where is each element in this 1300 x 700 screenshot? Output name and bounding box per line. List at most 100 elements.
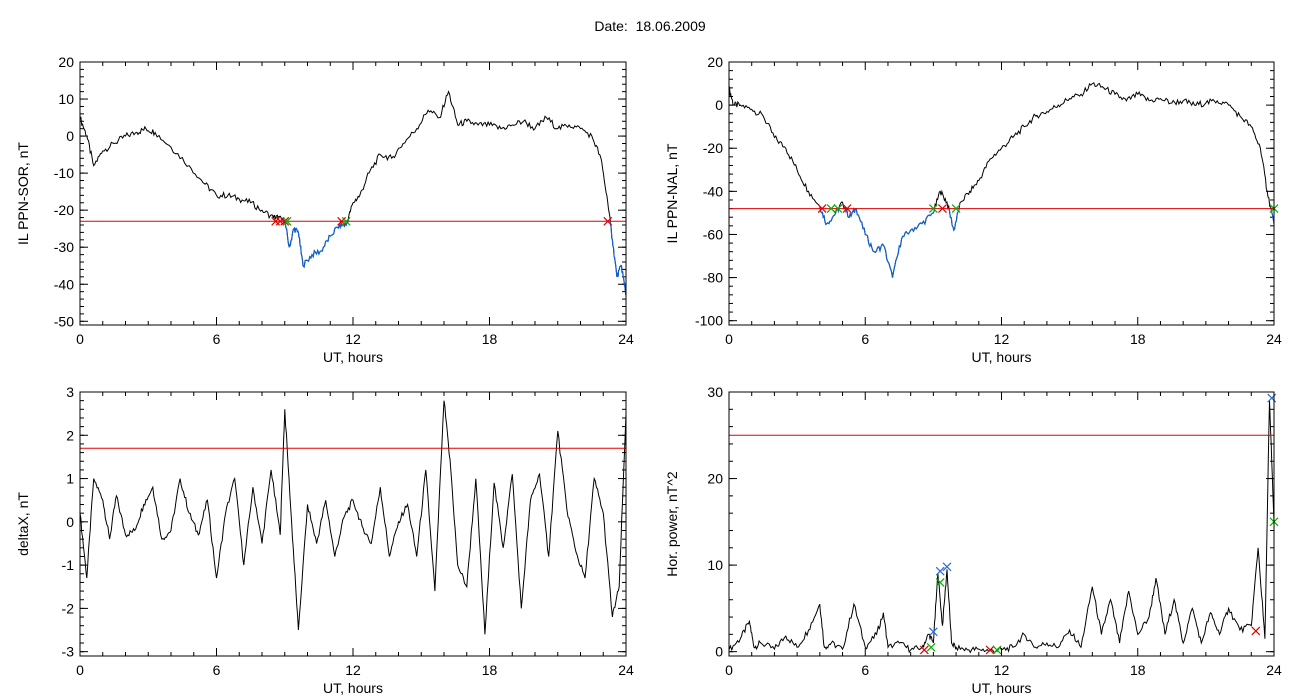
plot-frame [79, 391, 627, 657]
x-tick-label: 0 [76, 662, 84, 678]
x-tick-label: 6 [861, 331, 869, 347]
x-tick-label: 12 [994, 331, 1010, 347]
x-axis-label: UT, hours [972, 680, 1032, 696]
data-line [729, 82, 1274, 278]
cross-marker [282, 216, 292, 226]
y-tick-label: -60 [703, 226, 723, 242]
cross-marker [603, 216, 613, 226]
cross-marker-stroke [603, 216, 613, 226]
cross-marker [833, 204, 843, 214]
cross-marker-stroke [928, 627, 938, 637]
y-tick-label: -40 [54, 276, 74, 292]
y-tick-label: -30 [54, 239, 74, 255]
cross-marker [992, 645, 1002, 655]
cross-marker-stroke [826, 204, 836, 214]
x-tick-label: 12 [345, 662, 361, 678]
cross-marker [926, 642, 936, 652]
cross-marker-stroke [992, 645, 1002, 655]
cross-marker [919, 645, 929, 655]
cross-marker [1251, 626, 1261, 636]
x-tick-label: 24 [1266, 662, 1282, 678]
figure-title: Date: 18.06.2009 [0, 18, 1300, 34]
x-tick-label: 6 [213, 331, 221, 347]
cross-marker [1267, 393, 1277, 403]
y-tick-label: -1 [62, 557, 75, 573]
y-tick-label: -20 [703, 140, 723, 156]
x-tick-label: 18 [482, 331, 498, 347]
y-tick-label: 20 [707, 54, 723, 70]
cross-marker-stroke [341, 216, 351, 226]
plot-frame [728, 391, 1275, 657]
x-axis-label: UT, hours [323, 349, 383, 365]
y-tick-label: -80 [703, 270, 723, 286]
y-tick-label: 0 [715, 644, 723, 660]
cross-marker-stroke [1251, 626, 1261, 636]
x-tick-label: 24 [618, 662, 634, 678]
cross-marker-stroke [935, 578, 945, 587]
y-tick-label: 10 [707, 557, 723, 573]
cross-marker [826, 204, 836, 214]
y-tick-label: -10 [54, 165, 74, 181]
data-line [80, 90, 626, 296]
y-tick-label: -20 [54, 202, 74, 218]
y-tick-label: -3 [62, 644, 75, 660]
y-axis-label: IL PPN-SOR, nT [15, 142, 31, 245]
x-tick-label: 6 [213, 662, 221, 678]
cross-marker [985, 645, 995, 655]
cross-marker [942, 562, 952, 572]
y-tick-label: 0 [66, 128, 74, 144]
cross-marker-stroke [842, 204, 852, 214]
plot-frame [728, 61, 1275, 326]
below-threshold-line [819, 208, 1274, 278]
date-label: Date: [594, 18, 628, 34]
x-tick-label: 24 [618, 331, 634, 347]
data-line [80, 400, 626, 635]
data-line [729, 400, 1274, 654]
x-tick-label: 24 [1266, 331, 1282, 347]
y-tick-label: 20 [707, 471, 723, 487]
cross-marker-stroke [926, 642, 936, 652]
cross-marker [928, 627, 938, 637]
y-tick-label: 10 [58, 91, 74, 107]
cross-marker-stroke [938, 204, 947, 214]
cross-marker-stroke [817, 204, 827, 214]
y-axis-label: IL PPN-NAL, nT [664, 143, 680, 243]
x-tick-label: 18 [1130, 662, 1146, 678]
cross-marker [928, 204, 938, 214]
x-axis-label: UT, hours [323, 680, 383, 696]
y-axis-label: Hor. power, nT^2 [664, 471, 680, 577]
x-tick-label: 0 [76, 331, 84, 347]
cross-marker [938, 204, 947, 214]
cross-marker [935, 578, 945, 587]
cross-marker-stroke [919, 645, 929, 655]
y-tick-label: 20 [58, 54, 74, 70]
cross-marker-stroke [280, 216, 290, 226]
y-axis-label: deltaX, nT [15, 492, 31, 556]
y-tick-label: 3 [66, 384, 74, 400]
panel-ppn-sor: 0 6 12 18 24 -50 -40 -30 -20 -10 0 10 20 UT, hours IL … [15, 54, 634, 365]
date-value: 18.06.2009 [635, 18, 706, 34]
below-threshold-line [282, 221, 626, 296]
x-tick-label: 0 [725, 331, 733, 347]
below-threshold-group [819, 208, 1274, 278]
cross-marker-stroke [942, 562, 952, 572]
cross-marker-stroke [951, 204, 961, 214]
x-tick-label: 12 [994, 662, 1010, 678]
panel-hor-power: 0 6 12 18 24 0 10 20 30 UT, hours Hor. power, nT^2 [664, 384, 1282, 696]
cross-marker-stroke [282, 216, 292, 226]
cross-marker-stroke [935, 566, 945, 576]
cross-marker [280, 216, 290, 226]
cross-marker [341, 216, 351, 226]
y-tick-label: 30 [707, 384, 723, 400]
cross-marker [951, 204, 961, 214]
below-threshold-group [282, 221, 626, 296]
cross-marker-stroke [833, 204, 843, 214]
panel-ppn-nal: 0 6 12 18 24 -100 -80 -60 -40 -20 0 20 UT, hours IL P… [664, 54, 1282, 365]
plot-frame [79, 61, 627, 326]
y-tick-label: -2 [62, 600, 75, 616]
cross-marker [842, 204, 852, 214]
y-tick-label: 0 [715, 97, 723, 113]
y-tick-label: 0 [66, 514, 74, 530]
